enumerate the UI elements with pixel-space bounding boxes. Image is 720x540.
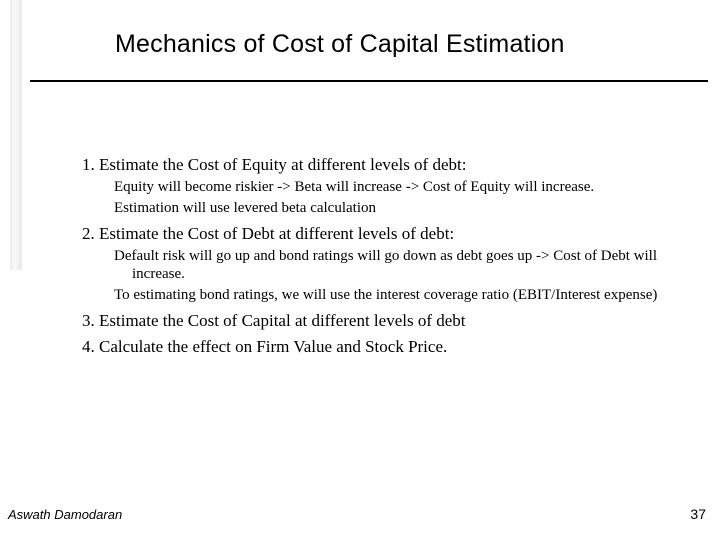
point-1: 1. Estimate the Cost of Equity at differ…	[82, 155, 682, 175]
point-1-sub-2: Estimation will use levered beta calcula…	[100, 199, 682, 218]
point-2: 2. Estimate the Cost of Debt at differen…	[82, 224, 682, 244]
point-1-block: 1. Estimate the Cost of Equity at differ…	[82, 155, 682, 218]
slide-title: Mechanics of Cost of Capital Estimation	[115, 30, 565, 59]
footer-page: 37	[690, 506, 706, 522]
point-2-sub-1: Default risk will go up and bond ratings…	[100, 247, 682, 285]
title-area: Mechanics of Cost of Capital Estimation	[115, 30, 565, 59]
point-4: 4. Calculate the effect on Firm Value an…	[82, 337, 682, 357]
point-2-block: 2. Estimate the Cost of Debt at differen…	[82, 224, 682, 305]
content-area: 1. Estimate the Cost of Equity at differ…	[82, 155, 682, 363]
footer-author: Aswath Damodaran	[8, 507, 122, 522]
point-1-sub-1: Equity will become riskier -> Beta will …	[100, 178, 682, 197]
point-3: 3. Estimate the Cost of Capital at diffe…	[82, 311, 682, 331]
point-3-block: 3. Estimate the Cost of Capital at diffe…	[82, 311, 682, 331]
side-accent	[0, 0, 28, 540]
title-rule	[30, 80, 708, 82]
point-4-block: 4. Calculate the effect on Firm Value an…	[82, 337, 682, 357]
point-2-sub-2: To estimating bond ratings, we will use …	[100, 286, 682, 305]
